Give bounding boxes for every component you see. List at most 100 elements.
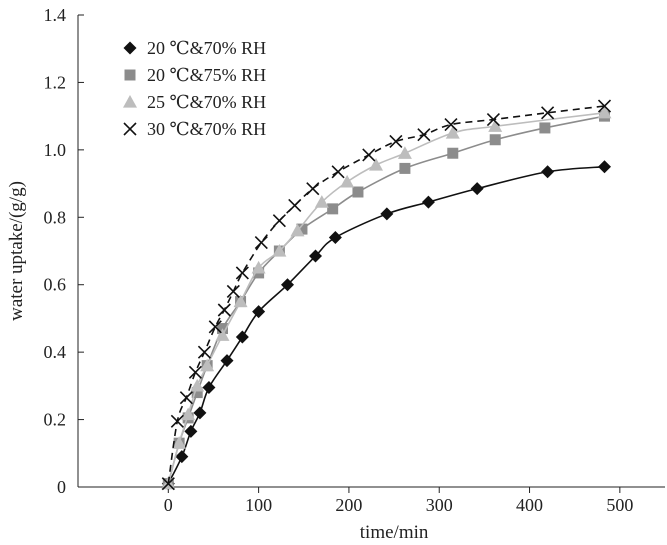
data-point xyxy=(331,165,345,179)
y-tick-label: 0.8 xyxy=(44,207,67,227)
data-point xyxy=(541,106,555,120)
series-layer xyxy=(161,99,612,491)
data-point xyxy=(327,203,339,215)
data-point xyxy=(217,303,231,317)
legend-marker xyxy=(124,69,136,81)
data-point xyxy=(200,358,215,372)
marker-stroke xyxy=(123,122,137,136)
y-tick-label: 1.0 xyxy=(44,140,67,160)
marker-stroke xyxy=(417,128,431,142)
data-point xyxy=(272,244,287,257)
marker-stroke xyxy=(444,118,458,132)
data-point xyxy=(362,148,376,162)
data-point xyxy=(306,182,320,196)
marker-stroke xyxy=(362,148,376,162)
data-point xyxy=(340,174,355,188)
data-point xyxy=(486,112,500,127)
x-tick-label: 500 xyxy=(606,495,633,515)
x-tick-label: 300 xyxy=(426,495,453,515)
data-point xyxy=(421,195,435,209)
data-point xyxy=(328,231,342,245)
x-tick-label: 0 xyxy=(164,495,173,515)
data-point xyxy=(252,305,266,319)
y-tick-label: 1.4 xyxy=(44,5,67,25)
data-point xyxy=(444,118,458,132)
data-point xyxy=(175,450,189,464)
data-point xyxy=(288,198,302,213)
marker-stroke xyxy=(235,266,249,280)
data-point xyxy=(352,186,364,198)
data-point xyxy=(489,134,501,146)
marker-stroke xyxy=(170,414,184,428)
data-point xyxy=(181,407,196,421)
legend: 20 ℃&70% RH 20 ℃&75% RH 25 ℃&70% RH 30 ℃&70… xyxy=(123,38,266,139)
marker-stroke xyxy=(331,165,345,179)
marker-stroke xyxy=(226,284,240,299)
data-point xyxy=(235,330,249,344)
marker-stroke xyxy=(597,99,612,113)
data-point xyxy=(172,436,187,449)
data-point xyxy=(488,119,503,132)
marker-stroke xyxy=(486,112,500,127)
data-point xyxy=(290,223,305,237)
legend-label: 25 ℃&70% RH xyxy=(147,92,266,112)
data-point xyxy=(296,223,308,235)
legend-marker xyxy=(123,41,137,55)
data-point xyxy=(447,147,459,159)
marker-stroke xyxy=(541,106,555,120)
data-point xyxy=(191,387,203,399)
data-point xyxy=(445,126,460,139)
marker-stroke xyxy=(208,320,222,334)
axes: 0 0.2 0.4 0.6 0.8 1.0 1.2 1.4 0 100 200 300 400 500 xyxy=(44,5,665,515)
data-point xyxy=(399,162,411,174)
data-point xyxy=(233,294,248,308)
x-tick-label: 200 xyxy=(335,495,362,515)
data-point xyxy=(417,128,431,142)
legend-label: 20 ℃&75% RH xyxy=(147,65,266,85)
data-point xyxy=(161,477,175,491)
data-point xyxy=(309,249,323,263)
marker-stroke xyxy=(197,345,211,359)
data-point xyxy=(281,278,295,292)
data-point xyxy=(215,328,230,341)
data-point xyxy=(397,146,412,159)
x-tick-label: 100 xyxy=(245,495,272,515)
data-point xyxy=(597,105,612,119)
y-axis-title: water uptake/(g/g) xyxy=(6,181,27,321)
data-point xyxy=(272,214,286,228)
data-point xyxy=(380,207,394,221)
data-point xyxy=(179,391,193,405)
data-point xyxy=(220,354,234,368)
data-point xyxy=(197,345,211,359)
data-point xyxy=(202,381,216,395)
data-point xyxy=(597,99,612,113)
data-point xyxy=(170,414,184,428)
data-point xyxy=(389,134,403,148)
y-tick-label: 1.2 xyxy=(44,72,67,92)
data-point xyxy=(254,236,268,250)
legend-label: 30 ℃&70% RH xyxy=(147,119,266,139)
marker-stroke xyxy=(288,198,302,213)
marker-stroke xyxy=(254,236,268,250)
data-point xyxy=(470,182,484,196)
data-point xyxy=(314,195,329,208)
y-tick-label: 0.4 xyxy=(44,342,67,362)
marker-stroke xyxy=(161,477,175,491)
marker-stroke xyxy=(272,214,286,228)
data-point xyxy=(541,165,555,179)
series-4 xyxy=(161,99,612,491)
data-point xyxy=(190,378,205,392)
series-line xyxy=(167,165,605,484)
marker-stroke xyxy=(217,303,231,317)
x-axis-title: time/min xyxy=(360,522,429,543)
marker-stroke xyxy=(179,391,193,405)
y-tick-label: 0 xyxy=(57,477,66,497)
y-tick-label: 0.6 xyxy=(44,275,67,295)
data-point xyxy=(597,160,611,174)
marker-stroke xyxy=(188,365,202,379)
data-point xyxy=(193,406,207,420)
data-point xyxy=(235,266,249,280)
y-tick-label: 0.2 xyxy=(44,410,67,430)
